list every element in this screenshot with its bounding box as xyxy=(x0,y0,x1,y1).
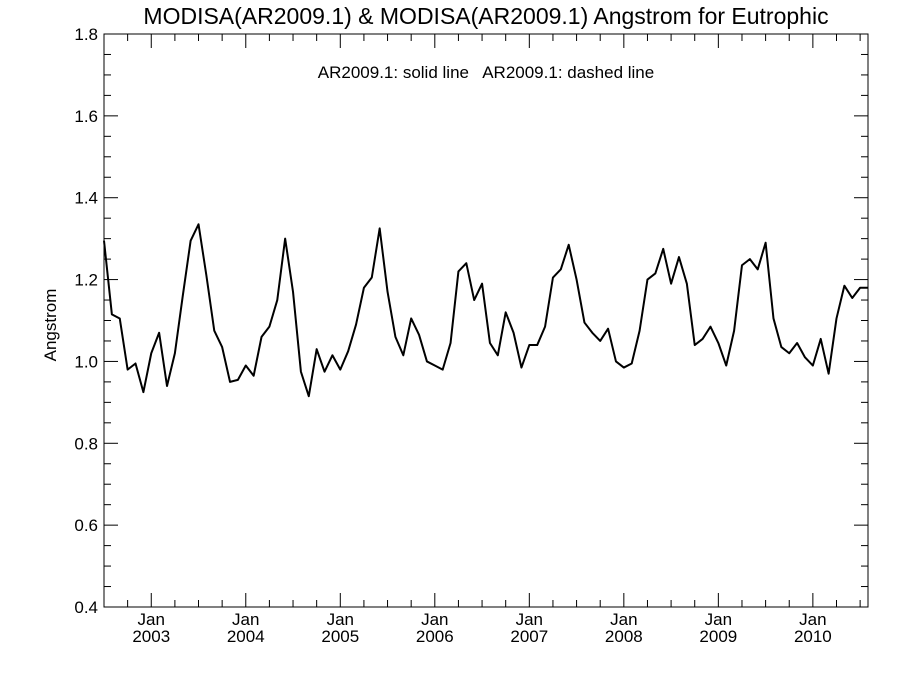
x-tick-label-month: Jan xyxy=(232,610,259,629)
y-axis-ticks: 0.4 0.6 0.8 1.0 1.2 1.4 1.6 1.8 xyxy=(74,25,868,617)
series-group xyxy=(103,223,868,398)
x-tick-label-month: Jan xyxy=(705,610,732,629)
x-tick-label-month: Jan xyxy=(799,610,826,629)
x-tick-label-year: 2006 xyxy=(416,627,454,646)
y-tick-label: 1.0 xyxy=(74,352,98,371)
x-tick-label-year: 2005 xyxy=(321,627,359,646)
x-tick-label-month: Jan xyxy=(138,610,165,629)
x-tick-label-year: 2003 xyxy=(132,627,170,646)
x-tick-label-year: 2008 xyxy=(605,627,643,646)
y-tick-label: 1.8 xyxy=(74,25,98,44)
y-tick-label: 1.2 xyxy=(74,271,98,290)
x-tick-label-year: 2009 xyxy=(699,627,737,646)
y-tick-label: 0.8 xyxy=(74,434,98,453)
y-tick-label: 0.4 xyxy=(74,598,98,617)
y-axis-label: Angstrom xyxy=(41,289,60,362)
x-tick-label-month: Jan xyxy=(327,610,354,629)
x-tick-label-year: 2004 xyxy=(227,627,265,646)
y-tick-label: 1.6 xyxy=(74,107,98,126)
x-tick-label-month: Jan xyxy=(421,610,448,629)
chart-title: MODISA(AR2009.1) & MODISA(AR2009.1) Angs… xyxy=(143,3,828,29)
x-tick-label-year: 2007 xyxy=(510,627,548,646)
x-tick-label-month: Jan xyxy=(610,610,637,629)
y-tick-label: 0.6 xyxy=(74,516,98,535)
series-line xyxy=(103,223,868,398)
legend-annotation: AR2009.1: solid line AR2009.1: dashed li… xyxy=(318,63,654,82)
x-axis-ticks: Jan2003Jan2004Jan2005Jan2006Jan2007Jan20… xyxy=(103,34,861,646)
x-tick-label-year: 2010 xyxy=(794,627,832,646)
y-tick-label: 1.4 xyxy=(74,189,98,208)
x-tick-label-month: Jan xyxy=(516,610,543,629)
